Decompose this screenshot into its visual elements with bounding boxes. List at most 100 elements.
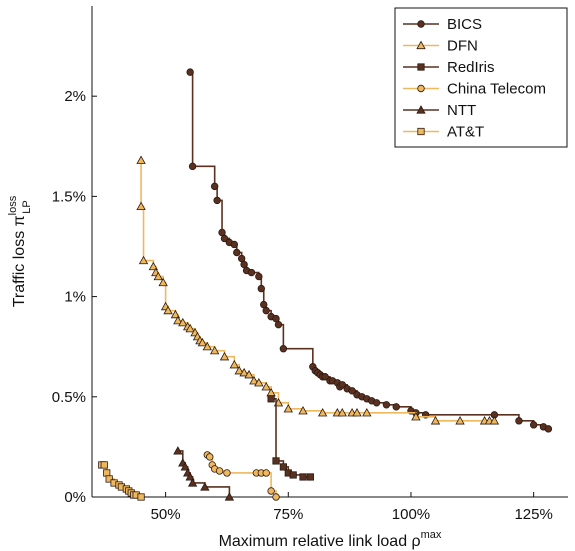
data-point-dfn: [158, 277, 168, 287]
data-point-bics: [321, 373, 329, 381]
legend-swatch-marker: [417, 84, 425, 93]
data-point-bics: [218, 228, 226, 237]
data-point-ntt: [187, 478, 198, 487]
data-point-china-telecom: [267, 487, 275, 495]
data-point-dfn: [148, 261, 159, 271]
data-point-bics: [260, 300, 268, 309]
data-point-dfn: [455, 416, 465, 425]
data-point-at-t: [137, 493, 145, 501]
data-point-dfn: [234, 365, 244, 375]
data-point-bics: [274, 320, 283, 329]
x-tick-label: 125%: [514, 506, 552, 523]
data-point-dfn: [430, 416, 441, 425]
data-point-rediris: [272, 457, 280, 465]
series-at-t: [98, 461, 145, 501]
data-point-dfn: [239, 367, 249, 377]
plot-area: [91, 6, 568, 498]
data-point-dfn: [244, 369, 254, 379]
data-point-china-telecom: [262, 469, 270, 477]
series-china-telecom: [203, 451, 280, 501]
data-point-at-t: [105, 475, 113, 483]
data-point-dfn: [261, 381, 271, 391]
data-point-dfn: [173, 315, 183, 325]
data-point-dfn: [170, 309, 181, 319]
data-point-bics: [272, 314, 280, 323]
legend-swatch-marker: [416, 105, 426, 114]
legend-item-china-telecom: China Telecom: [403, 81, 546, 98]
data-point-bics: [255, 272, 263, 281]
data-point-dfn: [337, 408, 347, 417]
data-point-dfn: [163, 305, 173, 315]
data-point-bics: [210, 182, 219, 191]
data-point-bics: [247, 268, 256, 277]
data-point-bics: [220, 234, 229, 243]
legend-item-dfn: DFN: [403, 38, 478, 55]
data-point-dfn: [283, 403, 293, 413]
legend-item-rediris: RedIris: [403, 59, 495, 76]
y-tick-label: 0.5%: [52, 389, 86, 406]
data-point-bics: [279, 344, 288, 353]
data-point-bics: [338, 381, 346, 389]
legend-swatch-marker: [416, 40, 426, 50]
data-point-bics: [257, 284, 265, 293]
series-rediris: [267, 395, 314, 481]
data-point-at-t: [103, 469, 111, 477]
legend-label: AT&T: [447, 124, 484, 141]
data-point-rediris: [306, 473, 314, 481]
data-point-bics: [213, 196, 221, 205]
data-point-at-t: [100, 461, 108, 469]
legend-label: China Telecom: [447, 81, 546, 98]
data-point-ntt: [185, 472, 195, 481]
data-point-dfn: [298, 406, 308, 415]
data-point-dfn: [219, 351, 230, 361]
legend-swatch-marker: [417, 20, 425, 28]
x-axis-label: Maximum relative link load ρmax: [219, 529, 442, 550]
series-dfn: [136, 155, 500, 425]
x-axis-label-superscript: max: [421, 529, 442, 541]
data-point-bics: [233, 248, 241, 257]
tick-labels: 50% 75% 100% 125% 0% 0.5% 1% 1.5% 2%: [52, 88, 553, 523]
y-tick-label: 2%: [64, 88, 86, 105]
data-point-dfn: [362, 408, 372, 417]
data-point-bics: [240, 260, 248, 269]
legend-swatch-marker: [417, 127, 425, 136]
x-tick-label: 50%: [151, 506, 181, 523]
data-point-bics: [529, 421, 538, 429]
legend-label: BICS: [447, 16, 482, 33]
data-point-dfn: [249, 375, 259, 385]
data-point-bics: [544, 425, 553, 433]
data-point-dfn: [229, 359, 239, 369]
data-point-bics: [262, 306, 270, 315]
data-point-bics: [372, 399, 381, 407]
legend-label: RedIris: [447, 59, 495, 76]
legend-swatch-marker: [417, 63, 425, 71]
y-tick-label: 1.5%: [52, 188, 86, 205]
y-axis-label-subscript: LP: [21, 200, 33, 213]
data-point-dfn: [254, 377, 264, 387]
series-line-dfn: [140, 160, 495, 422]
data-point-dfn: [185, 323, 195, 333]
data-point-bics: [392, 403, 400, 411]
data-point-dfn: [197, 337, 208, 347]
data-point-china-telecom: [206, 453, 214, 461]
data-point-china-telecom: [272, 493, 280, 501]
data-point-bics: [382, 401, 391, 409]
data-point-bics: [230, 240, 239, 249]
data-point-dfn: [136, 201, 146, 211]
data-point-rediris: [279, 463, 287, 471]
y-axis-label-superscript: loss: [7, 195, 19, 215]
data-point-rediris: [289, 471, 297, 479]
data-point-dfn: [153, 271, 163, 281]
data-point-bics: [237, 254, 246, 263]
data-point-dfn: [178, 317, 188, 327]
data-point-dfn: [352, 408, 362, 417]
y-tick-label: 0%: [64, 489, 86, 506]
data-point-bics: [348, 387, 356, 395]
series-layer: [98, 68, 553, 501]
y-tick-label: 1%: [64, 289, 86, 306]
legend-item-ntt: NTT: [403, 102, 476, 119]
legend-label: NTT: [447, 102, 476, 119]
data-point-ntt: [180, 462, 190, 471]
x-tick-label: 75%: [273, 506, 303, 523]
